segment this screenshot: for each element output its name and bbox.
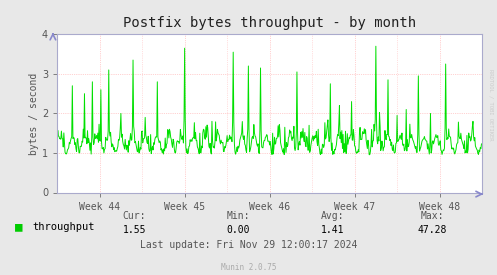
Text: Cur:: Cur: (122, 211, 146, 221)
Text: ■: ■ (15, 220, 22, 233)
Text: 1.55: 1.55 (122, 225, 146, 235)
Text: RRDTOOL / TOBI OETIKER: RRDTOOL / TOBI OETIKER (489, 69, 494, 140)
Text: Munin 2.0.75: Munin 2.0.75 (221, 263, 276, 272)
Text: 0.00: 0.00 (227, 225, 250, 235)
Y-axis label: bytes / second: bytes / second (29, 72, 39, 155)
Text: Last update: Fri Nov 29 12:00:17 2024: Last update: Fri Nov 29 12:00:17 2024 (140, 240, 357, 250)
Text: Min:: Min: (227, 211, 250, 221)
Text: Avg:: Avg: (321, 211, 345, 221)
Text: 1.41: 1.41 (321, 225, 345, 235)
Text: Max:: Max: (420, 211, 444, 221)
Text: throughput: throughput (32, 222, 95, 232)
Title: Postfix bytes throughput - by month: Postfix bytes throughput - by month (123, 16, 416, 31)
Text: 47.28: 47.28 (417, 225, 447, 235)
